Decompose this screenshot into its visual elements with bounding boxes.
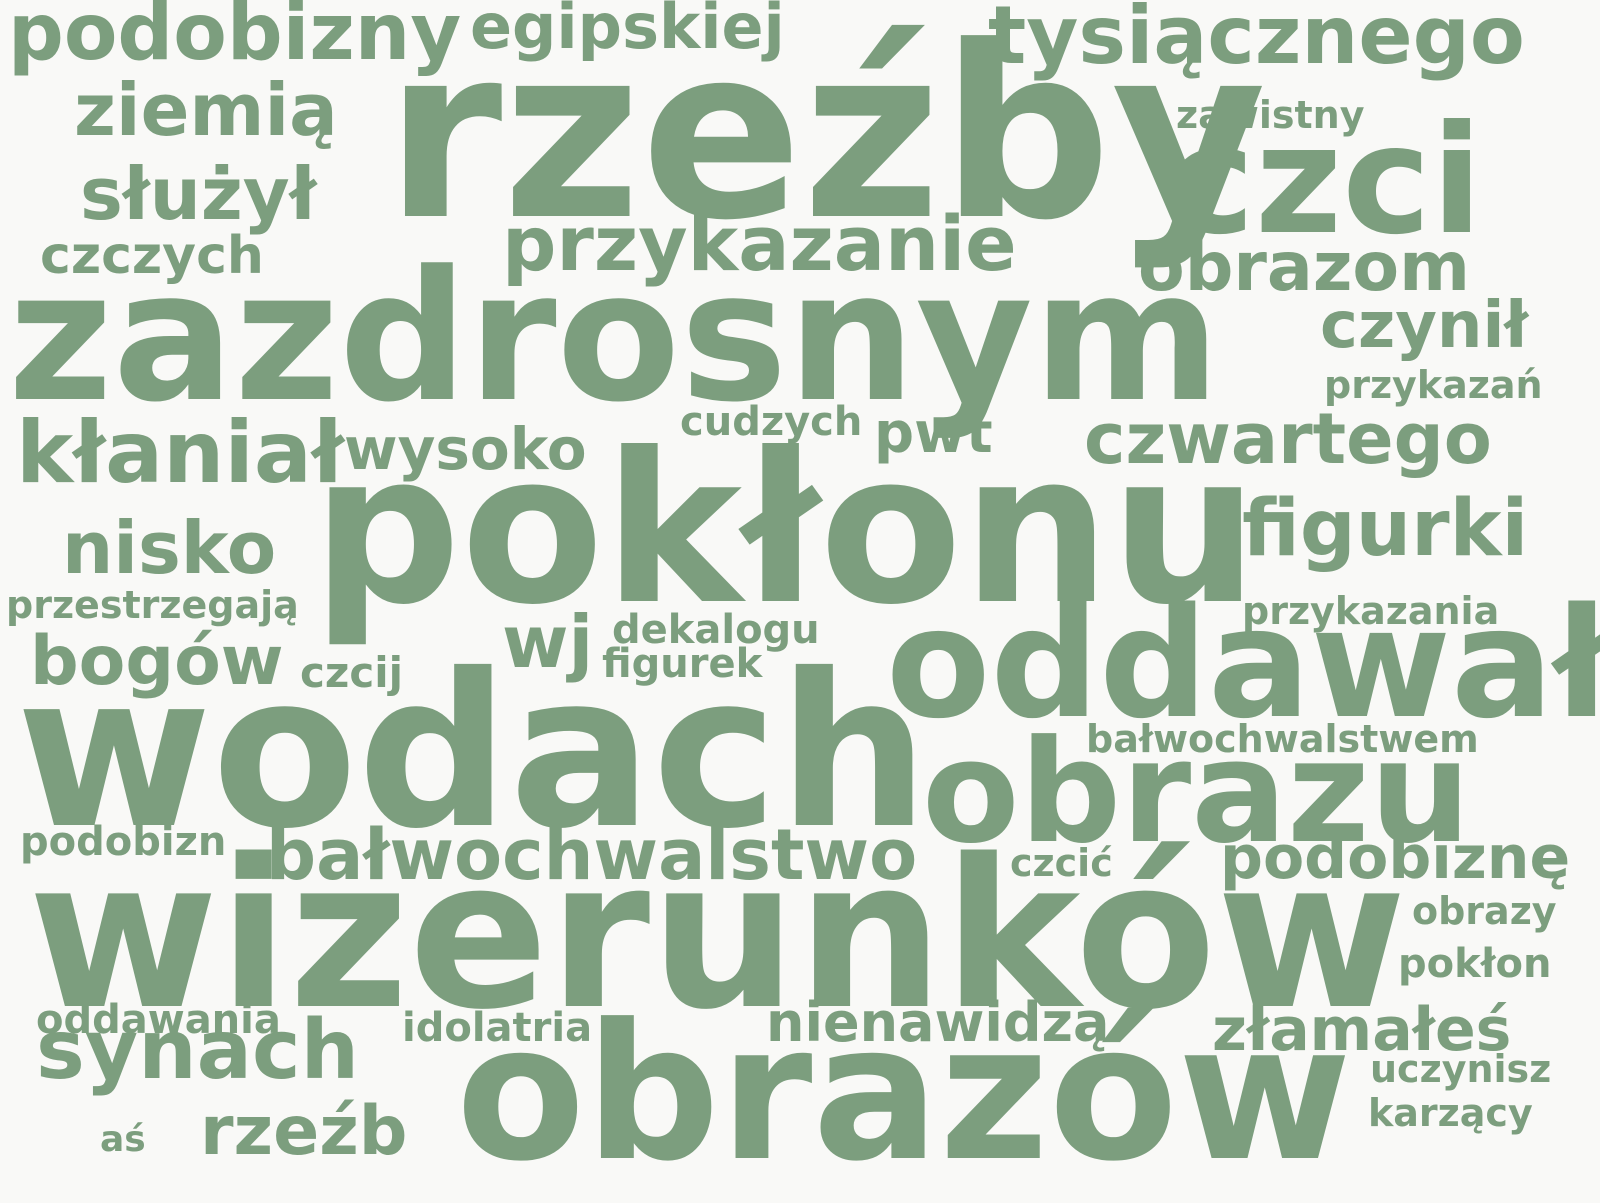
word: obrazom <box>1138 228 1470 307</box>
word: tysiącznego <box>988 0 1525 82</box>
word: przestrzegają <box>6 583 299 627</box>
word: podobizn <box>20 819 227 865</box>
word: cudzych <box>680 399 863 445</box>
word: idolatria <box>402 1005 593 1051</box>
word: wodach <box>16 628 929 875</box>
word: synach <box>36 1003 359 1098</box>
word: czynił <box>1320 289 1529 363</box>
word: oddawania <box>36 997 281 1043</box>
word: pokłon <box>1398 941 1552 987</box>
word: przykazań <box>1324 363 1543 407</box>
word: podobiznę <box>1220 823 1571 893</box>
word: figurek <box>602 641 763 687</box>
word: rzeźb <box>200 1092 408 1171</box>
word: bałwochwalstwem <box>1086 717 1479 761</box>
word: służył <box>80 152 317 236</box>
word: wizerunków <box>28 815 1407 1055</box>
word: przykazanie <box>502 199 1017 288</box>
word: czwartego <box>1084 398 1492 480</box>
word: pokłonu <box>312 409 1259 651</box>
word: wysoko <box>344 415 587 483</box>
word: uczynisz <box>1370 1047 1552 1091</box>
word: czczych <box>40 226 264 286</box>
word: czcić <box>1010 841 1113 885</box>
word: wj <box>502 600 594 684</box>
word: podobizny <box>8 0 462 78</box>
word: dekalogu <box>612 607 820 653</box>
word: nienawidzą <box>766 991 1110 1054</box>
word: karzący <box>1368 1091 1533 1135</box>
word: obrazy <box>1412 889 1557 933</box>
word: czcij <box>300 648 404 697</box>
word: figurki <box>1242 484 1529 574</box>
word: oddawał <box>886 575 1600 752</box>
word: ziemią <box>74 68 338 152</box>
word: nisko <box>62 506 277 590</box>
word: przykazania <box>1242 589 1500 633</box>
word: złamałeś <box>1212 995 1512 1065</box>
word: zazdrosnym <box>8 233 1221 442</box>
word: rzeźby <box>385 0 1267 273</box>
word: bałwochwalstwo <box>266 814 918 896</box>
word: aś <box>100 1119 146 1160</box>
word: obrazu <box>922 710 1471 875</box>
word: egipskiej <box>470 0 785 63</box>
word: pwt <box>874 401 993 466</box>
word: kłaniał <box>16 403 344 503</box>
word: bogów <box>30 622 284 701</box>
word: obrazów <box>456 984 1352 1203</box>
word: czci <box>1166 94 1483 268</box>
word: zawistny <box>1176 93 1365 137</box>
